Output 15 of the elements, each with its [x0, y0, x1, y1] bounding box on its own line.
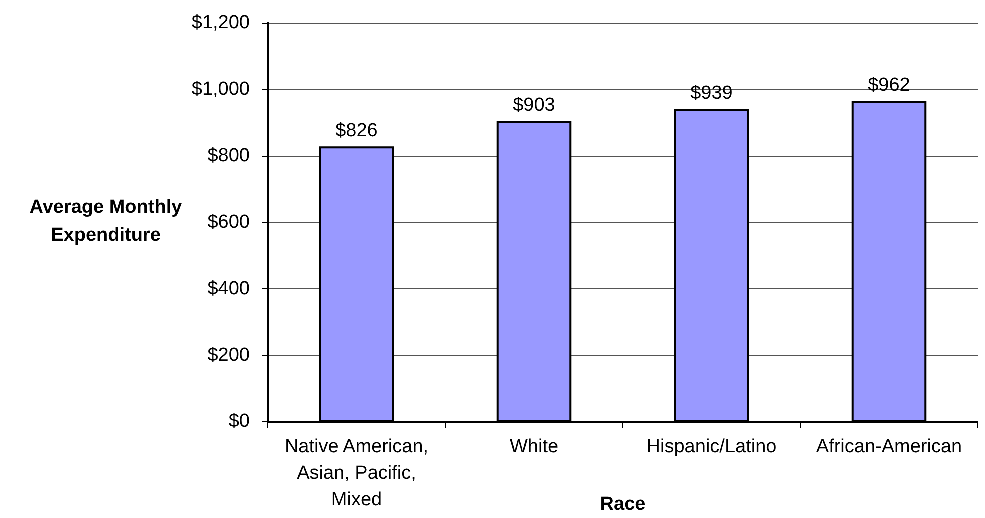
x-tick-label: African-American: [816, 436, 962, 458]
y-tick-label: $1,000: [192, 79, 250, 100]
y-tick-label: $400: [208, 278, 250, 300]
y-tick-label: $800: [208, 146, 250, 166]
x-tick-label: Hispanic/Latino: [646, 436, 777, 458]
data-label: $903: [513, 94, 556, 116]
y-tick-label: $600: [208, 212, 250, 233]
y-tick-label: $0: [228, 411, 250, 432]
y-tick-label: $1,200: [192, 12, 250, 34]
data-label: $826: [336, 120, 378, 142]
y-tick-label: $200: [208, 344, 250, 366]
x-tick-label: White: [510, 436, 559, 458]
x-tick-label: Native American, Asian, Pacific, Mixed: [284, 436, 429, 511]
y-axis-title: Average Monthly Expenditure: [28, 196, 184, 248]
x-axis-title: Race: [600, 494, 646, 515]
